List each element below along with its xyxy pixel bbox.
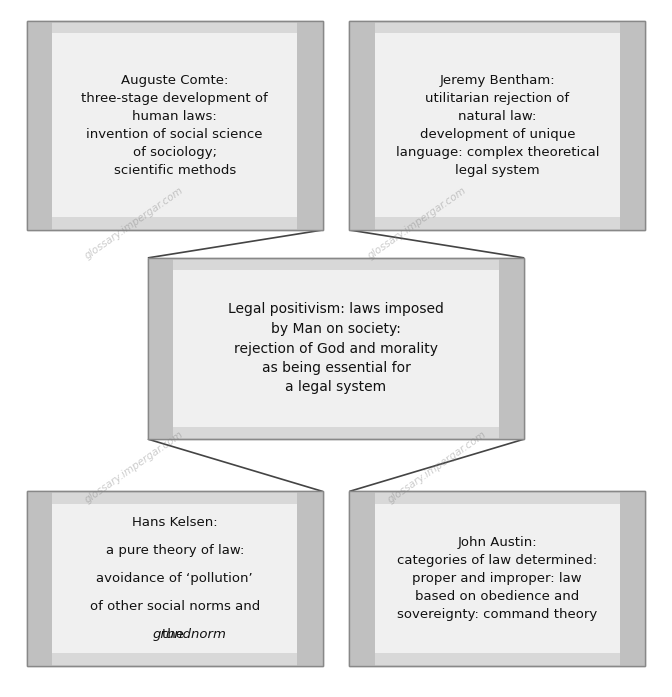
Text: Legal positivism: laws imposed
by Man on society:
rejection of God and morality
: Legal positivism: laws imposed by Man on… — [228, 302, 444, 395]
Bar — [349, 491, 645, 666]
Bar — [173, 270, 499, 427]
Bar — [27, 21, 52, 230]
Bar — [349, 21, 645, 230]
Text: John Austin:
categories of law determined:
proper and improper: law
based on obe: John Austin: categories of law determine… — [397, 536, 597, 621]
Bar — [148, 258, 173, 439]
Bar — [349, 21, 375, 230]
Bar — [27, 491, 323, 666]
Bar — [52, 33, 297, 217]
Text: glossary.impergar.com: glossary.impergar.com — [83, 185, 185, 261]
Bar — [52, 504, 297, 653]
Bar — [27, 491, 323, 666]
Bar — [148, 258, 524, 439]
Text: Auguste Comte:
three-stage development of
human laws:
invention of social scienc: Auguste Comte: three-stage development o… — [81, 74, 268, 177]
Text: the: the — [161, 628, 188, 641]
Bar — [620, 21, 645, 230]
Bar — [349, 491, 375, 666]
Text: avoidance of ‘pollution’: avoidance of ‘pollution’ — [96, 572, 253, 585]
Text: of other social norms and: of other social norms and — [89, 600, 260, 613]
Text: a pure theory of law:: a pure theory of law: — [106, 544, 244, 557]
Bar — [499, 258, 524, 439]
Bar — [297, 21, 323, 230]
Bar — [349, 21, 645, 230]
Bar — [375, 504, 620, 653]
Bar — [27, 491, 52, 666]
Bar — [27, 21, 323, 230]
Bar — [27, 21, 323, 230]
Bar — [297, 491, 323, 666]
Bar — [148, 258, 524, 439]
Bar — [349, 491, 645, 666]
Text: glossary.impergar.com: glossary.impergar.com — [366, 185, 468, 261]
Text: Jeremy Bentham:
utilitarian rejection of
natural law:
development of unique
lang: Jeremy Bentham: utilitarian rejection of… — [396, 74, 599, 177]
Text: Hans Kelsen:: Hans Kelsen: — [132, 516, 218, 529]
Text: glossary.impergar.com: glossary.impergar.com — [386, 429, 488, 505]
Bar — [620, 491, 645, 666]
Text: glossary.impergar.com: glossary.impergar.com — [83, 429, 185, 505]
Bar — [375, 33, 620, 217]
Text: grundnorm: grundnorm — [153, 628, 226, 641]
